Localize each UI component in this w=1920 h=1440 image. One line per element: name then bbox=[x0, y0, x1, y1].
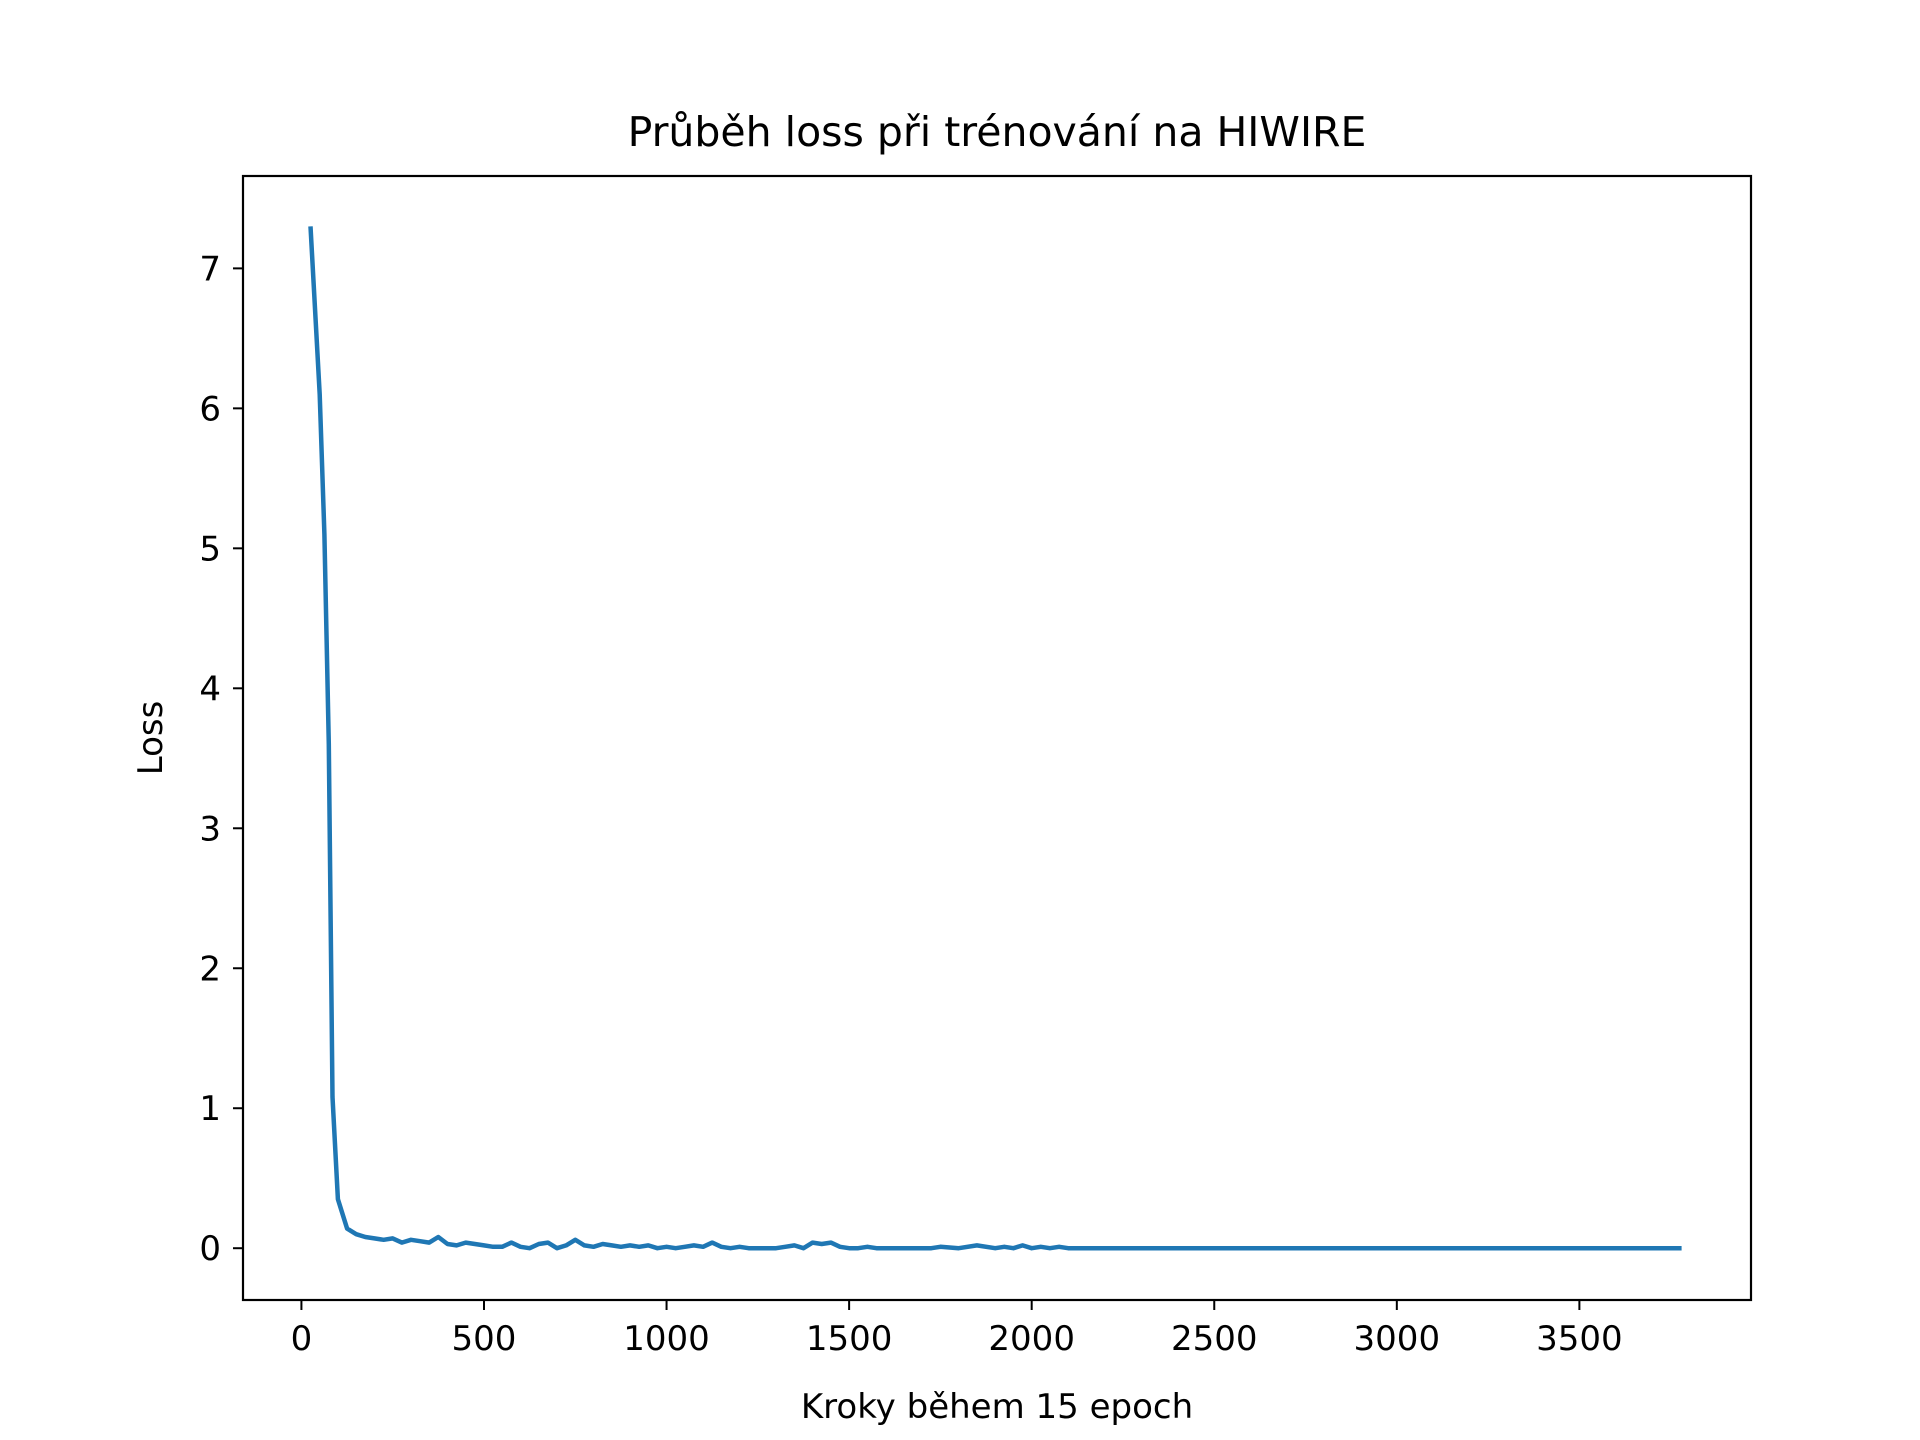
x-axis-label: Kroky během 15 epoch bbox=[801, 1387, 1193, 1427]
x-tick-label: 3000 bbox=[1354, 1319, 1441, 1359]
x-tick-label: 3500 bbox=[1536, 1319, 1623, 1359]
loss-series-line bbox=[308, 226, 1682, 1251]
x-tick-label: 2500 bbox=[1171, 1319, 1258, 1359]
x-tick-label: 0 bbox=[291, 1319, 313, 1359]
y-tick-label: 1 bbox=[199, 1089, 221, 1129]
y-tick-label: 6 bbox=[199, 389, 221, 429]
plot-area bbox=[308, 226, 1682, 1251]
y-axis-label: Loss bbox=[131, 701, 171, 776]
x-axis-ticks: 0 500 1000 1500 2000 2500 3000 3500 bbox=[291, 1300, 1623, 1359]
y-tick-label: 3 bbox=[199, 809, 221, 849]
x-tick-label: 2000 bbox=[988, 1319, 1075, 1359]
y-axis-ticks: 0 1 2 3 4 5 6 7 bbox=[199, 249, 243, 1269]
y-tick-label: 7 bbox=[199, 249, 221, 289]
x-tick-label: 1500 bbox=[806, 1319, 893, 1359]
y-tick-label: 2 bbox=[199, 949, 221, 989]
y-tick-label: 4 bbox=[199, 669, 221, 709]
x-tick-label: 500 bbox=[452, 1319, 517, 1359]
chart-title: Průběh loss při trénování na HIWIRE bbox=[628, 108, 1367, 156]
y-tick-label: 5 bbox=[199, 529, 221, 569]
y-tick-label: 0 bbox=[199, 1229, 221, 1269]
x-tick-label: 1000 bbox=[623, 1319, 710, 1359]
axes-frame bbox=[241, 174, 1753, 1302]
